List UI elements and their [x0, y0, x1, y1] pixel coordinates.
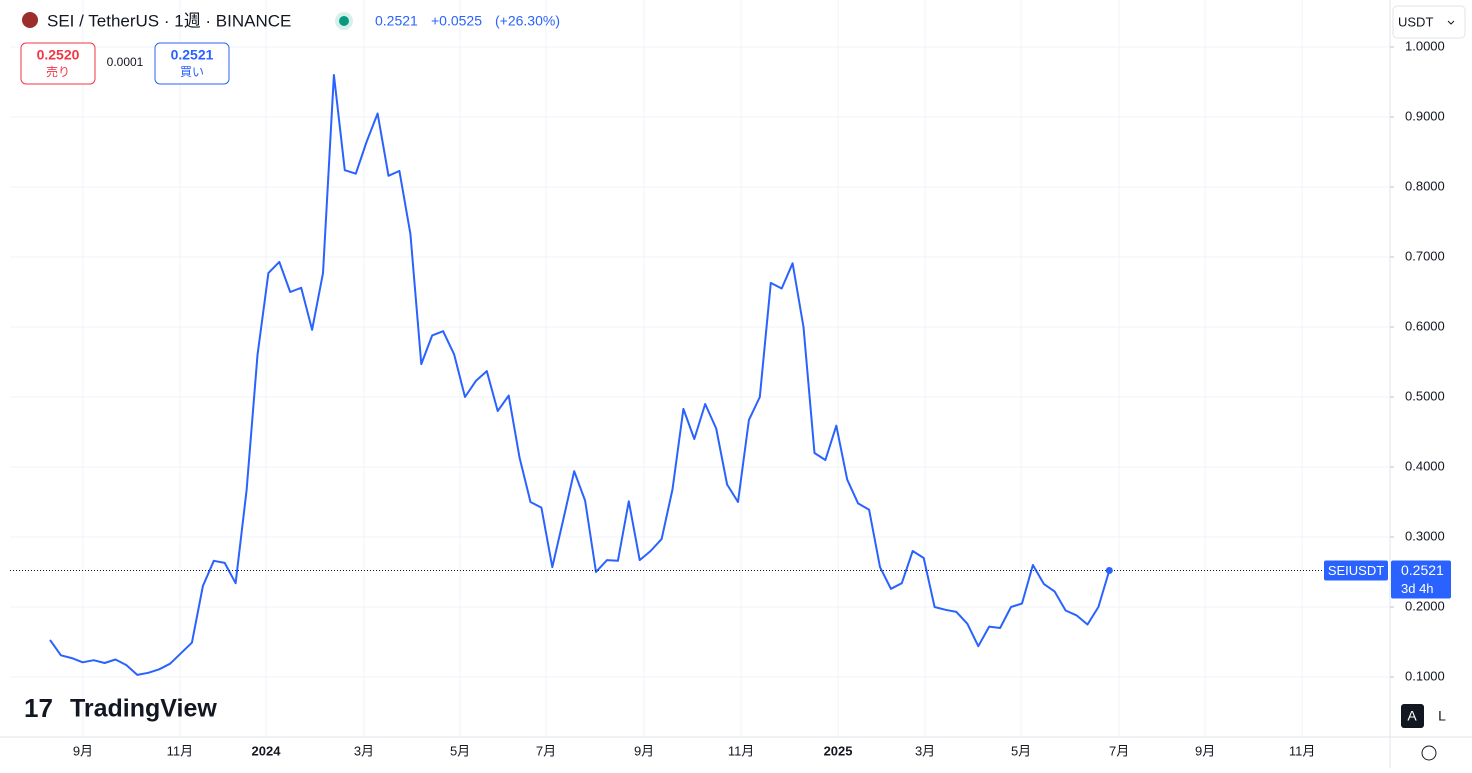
- watermark-logo: 17: [24, 693, 53, 723]
- header-change: +0.0525: [431, 13, 482, 29]
- settings-icon[interactable]: [1421, 745, 1437, 761]
- spread: 0.0001: [107, 55, 144, 69]
- watermark: TradingView: [70, 695, 217, 723]
- x-tick-label: 7月: [1109, 743, 1129, 758]
- sell-button[interactable]: [20, 42, 96, 85]
- sell-label: 売り: [46, 64, 70, 79]
- buy-button[interactable]: [154, 42, 230, 85]
- x-tick-label: 11月: [728, 743, 755, 758]
- x-tick-label: 9月: [73, 743, 93, 758]
- price-tag-label: 0.2521: [1401, 562, 1444, 578]
- x-tick-label: 11月: [1289, 743, 1316, 758]
- y-tick-label: 0.1000: [1405, 668, 1445, 683]
- dropdown-arrow: [1447, 20, 1455, 25]
- buy-label: 買い: [180, 65, 204, 79]
- x-tick-label: 3月: [915, 743, 935, 758]
- y-tick-label: 0.8000: [1405, 178, 1445, 193]
- x-tick-label: 2024: [252, 743, 282, 758]
- x-tick-label: 5月: [450, 743, 470, 758]
- y-tick-label: 0.6000: [1405, 318, 1445, 333]
- x-tick-label: 2025: [824, 743, 853, 758]
- x-tick-label: 9月: [634, 743, 654, 758]
- buy-price: 0.2521: [171, 47, 214, 63]
- symbol-icon: [22, 12, 38, 28]
- sell-price: 0.2520: [37, 47, 80, 63]
- log-scale-label[interactable]: L: [1438, 708, 1446, 724]
- auto-scale-button[interactable]: [1401, 704, 1424, 728]
- y-tick-label: 0.3000: [1405, 528, 1445, 543]
- y-tick-label: 1.0000: [1405, 38, 1445, 53]
- x-tick-label: 3月: [354, 743, 374, 758]
- x-tick-label: 11月: [167, 743, 194, 758]
- x-tick-label: 9月: [1195, 743, 1215, 758]
- status-dot: [339, 16, 349, 26]
- header-price: 0.2521: [375, 13, 418, 29]
- y-tick-label: 0.9000: [1405, 108, 1445, 123]
- x-tick-label: 7月: [536, 743, 556, 758]
- symbol: SEI / TetherUS · 1週 · BINANCE: [47, 11, 291, 30]
- x-tick-label: 5月: [1011, 743, 1031, 758]
- symbol-tag: [1324, 560, 1388, 581]
- y-tick-label: 0.5000: [1405, 388, 1445, 403]
- countdown: 3d 4h: [1401, 581, 1434, 596]
- currency: USDT: [1398, 14, 1433, 29]
- symbol-tag-label: SEIUSDT: [1328, 563, 1384, 578]
- y-tick-label: 0.2000: [1405, 598, 1445, 613]
- y-tick-label: 0.4000: [1405, 458, 1445, 473]
- price-tag: [1391, 560, 1451, 599]
- header-change-pct: (+26.30%): [495, 13, 560, 29]
- currency-select[interactable]: [1392, 5, 1466, 39]
- last-point: [1105, 567, 1113, 575]
- y-tick-label: 0.7000: [1405, 248, 1445, 263]
- plot: [10, 74, 1390, 676]
- auto-scale-label: A: [1407, 708, 1417, 724]
- price-line: [49, 74, 1111, 676]
- grid: [10, 0, 1390, 737]
